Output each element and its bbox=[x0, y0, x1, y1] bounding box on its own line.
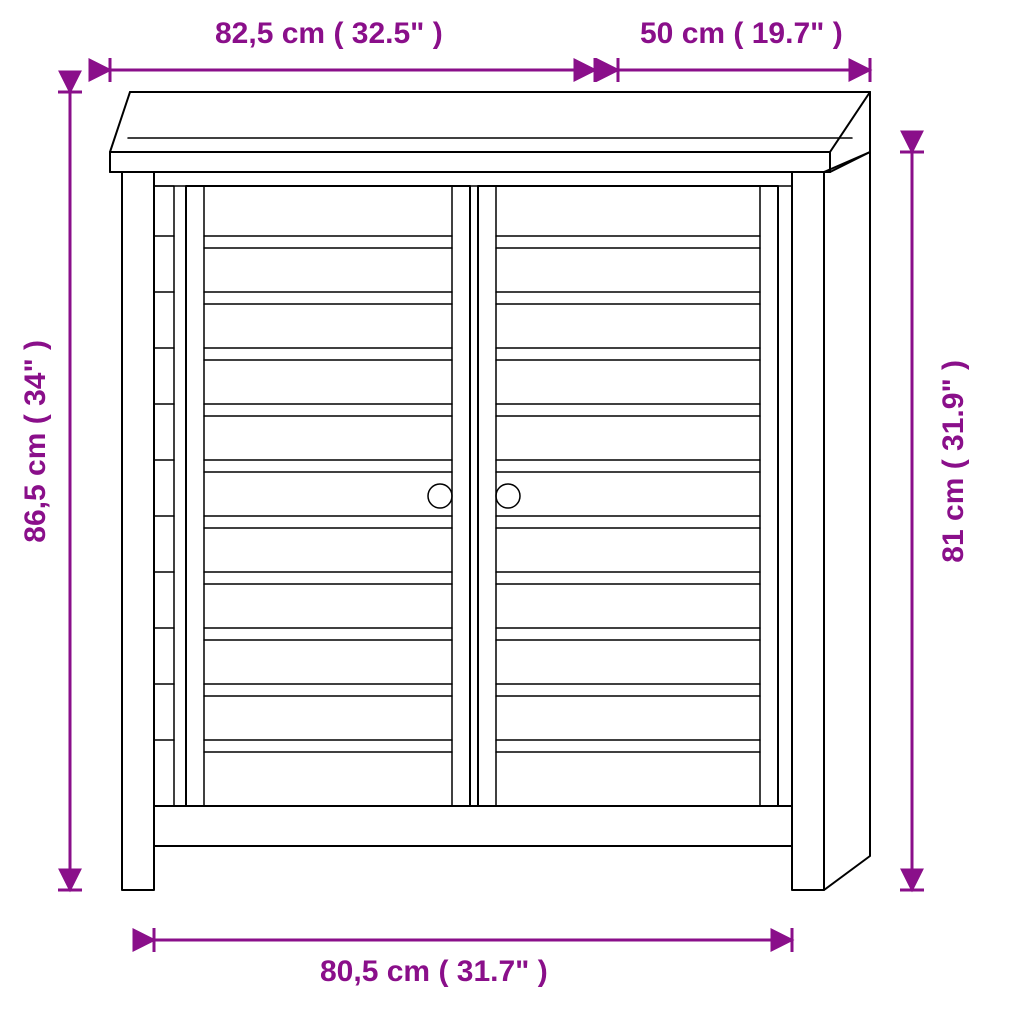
cabinet-outline bbox=[110, 92, 870, 890]
dim-right-height-in: ( 31.9" ) bbox=[937, 360, 970, 469]
dim-top-width-in: ( 32.5" ) bbox=[333, 17, 442, 50]
dim-top-depth-cm: 50 cm bbox=[640, 17, 725, 50]
dim-top-depth-in: ( 19.7" ) bbox=[733, 17, 842, 50]
cabinet-dimension-diagram bbox=[0, 0, 1024, 1024]
dim-top-depth: 50 cm ( 19.7" ) bbox=[640, 18, 843, 50]
dim-top-width-cm: 82,5 cm bbox=[215, 17, 325, 50]
dim-bottom-width: 80,5 cm ( 31.7" ) bbox=[320, 956, 548, 988]
dim-bottom-width-in: ( 31.7" ) bbox=[438, 955, 547, 988]
dim-left-height-cm: 86,5 cm bbox=[19, 433, 52, 543]
dim-right-height: 81 cm ( 31.9" ) bbox=[938, 360, 970, 563]
dim-top-width: 82,5 cm ( 32.5" ) bbox=[215, 18, 443, 50]
dim-bottom-width-cm: 80,5 cm bbox=[320, 955, 430, 988]
dim-left-height-in: ( 34" ) bbox=[19, 340, 52, 424]
dim-right-height-cm: 81 cm bbox=[937, 478, 970, 563]
dim-left-height: 86,5 cm ( 34" ) bbox=[20, 340, 52, 543]
dimension-lines bbox=[58, 58, 924, 952]
